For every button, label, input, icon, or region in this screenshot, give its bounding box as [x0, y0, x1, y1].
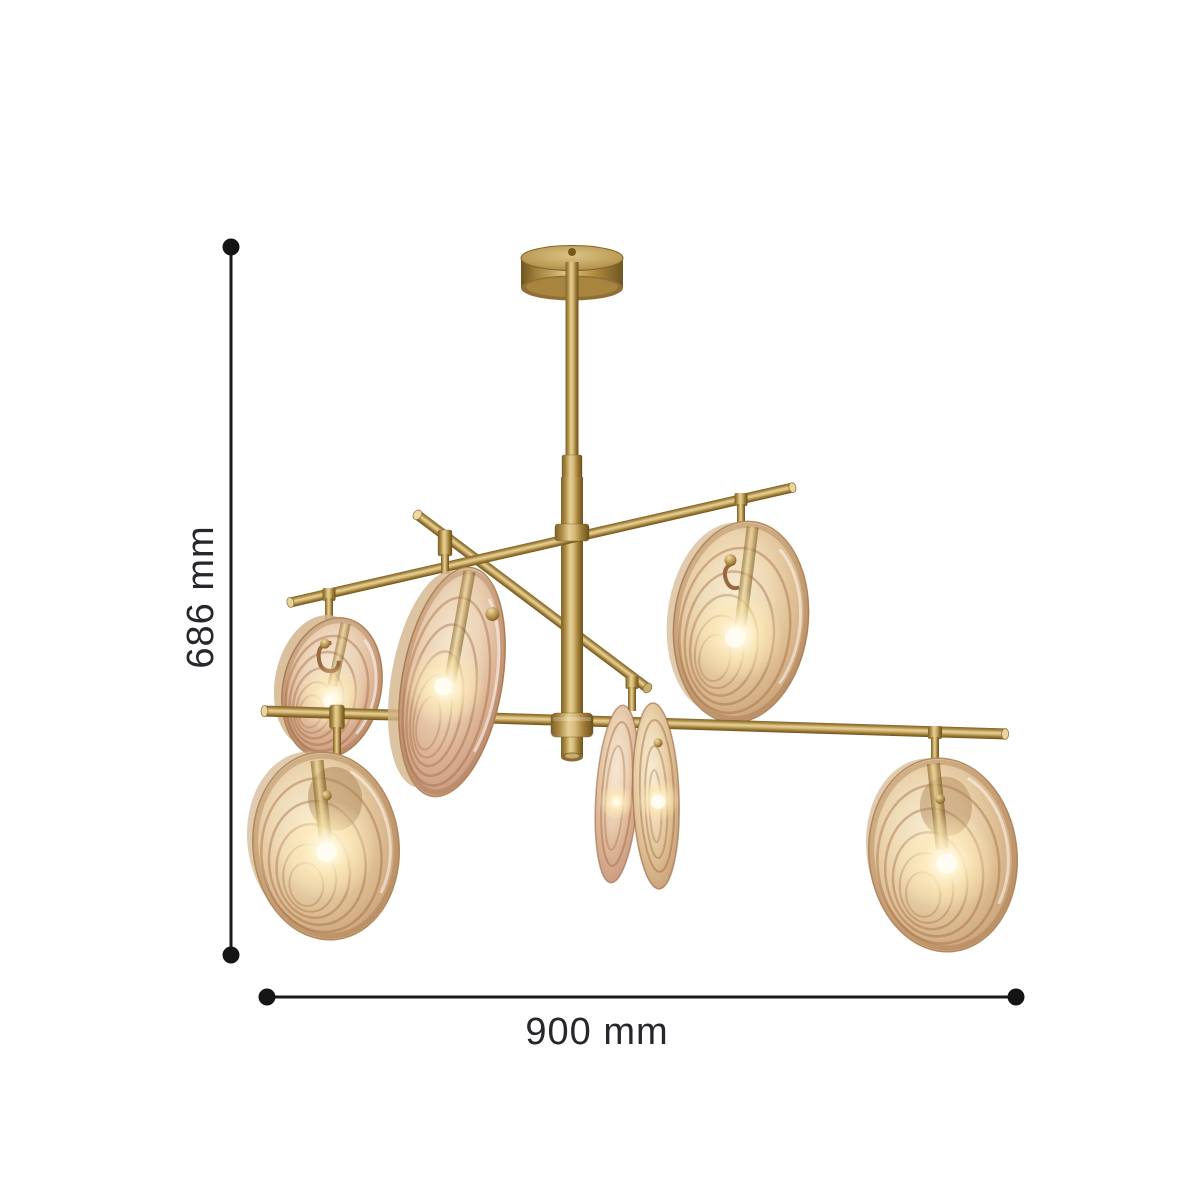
shade-center-left — [387, 566, 506, 798]
shade-upper-left — [273, 615, 383, 759]
rod-junction-upper — [554, 523, 590, 542]
shade-lower-right — [865, 757, 1019, 953]
stem-center-left — [437, 529, 453, 574]
shade-center-bottom — [594, 702, 681, 890]
dimension-endpoint-dot — [222, 946, 240, 964]
shade-lower-left — [246, 751, 401, 941]
arm-upper — [286, 482, 797, 608]
height-dimension-label: 686 mm — [180, 525, 222, 668]
canopy-screw — [568, 248, 576, 256]
dimension-endpoint-dot — [258, 988, 276, 1006]
central-rod — [561, 262, 583, 762]
height-dimension-line — [222, 238, 240, 964]
stem-center-bottom — [625, 676, 639, 711]
stem-lower-left — [329, 704, 345, 755]
junction-highlight — [553, 717, 591, 721]
stem-lower-right — [928, 726, 942, 765]
stem-upper-right — [734, 493, 748, 526]
dimension-endpoint-dot — [1007, 988, 1025, 1006]
width-dimension-line — [258, 988, 1025, 1006]
width-dimension-label: 900 mm — [525, 1011, 668, 1053]
shade-clamp-ball — [485, 606, 500, 621]
stem-upper-left — [322, 588, 336, 620]
dimension-endpoint-dot — [222, 238, 240, 256]
shade-upper-right — [666, 520, 810, 724]
rod-junction-lower — [550, 712, 594, 738]
